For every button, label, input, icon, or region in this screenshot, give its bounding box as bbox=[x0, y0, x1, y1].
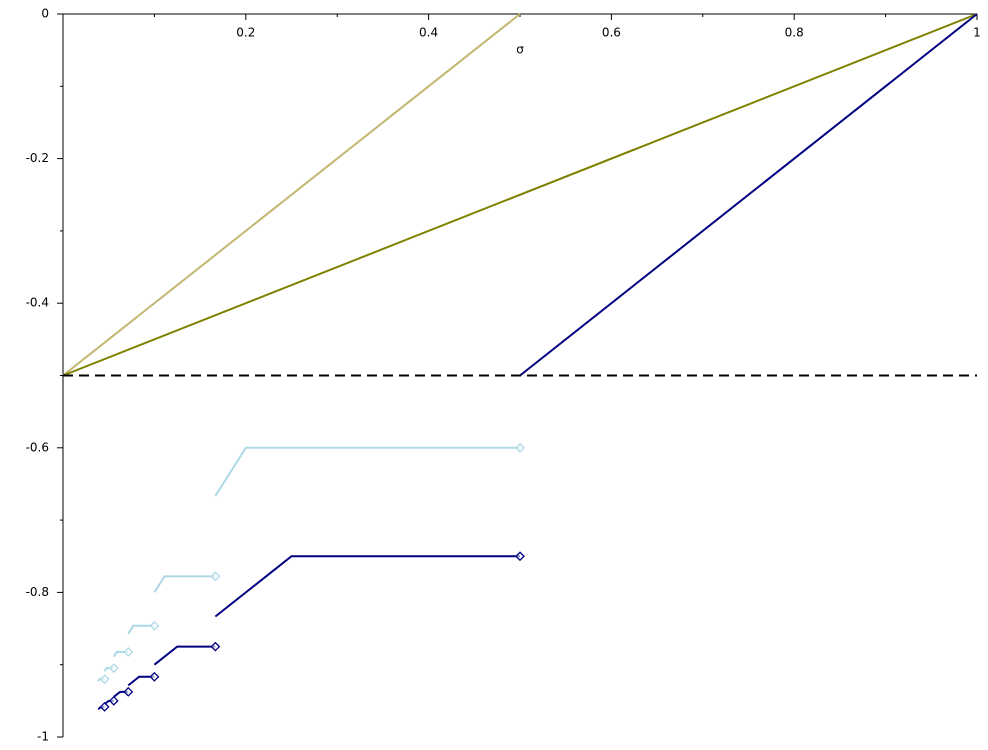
y-tick-label: -0.8 bbox=[26, 585, 49, 599]
point-marker bbox=[515, 442, 525, 453]
x-tick-label: 0.6 bbox=[602, 26, 621, 40]
x-tick-label: 0.4 bbox=[419, 26, 438, 40]
y-tick-label: -0.4 bbox=[26, 296, 49, 310]
point-marker bbox=[515, 551, 525, 562]
point-marker bbox=[149, 671, 160, 682]
x-tick-label: 0.8 bbox=[785, 26, 804, 40]
point-marker bbox=[210, 641, 221, 652]
y-tick-label: -0.2 bbox=[26, 151, 49, 165]
point-marker bbox=[108, 695, 119, 706]
series-line bbox=[62, 13, 978, 377]
y-tick-label: -1 bbox=[37, 730, 49, 744]
point-marker bbox=[99, 674, 110, 685]
x-axis-label: σ bbox=[516, 43, 524, 57]
x-tick-label: 0.2 bbox=[236, 26, 255, 40]
x-tick-label: 1 bbox=[973, 26, 981, 40]
series-line bbox=[97, 446, 520, 682]
series-line bbox=[519, 13, 978, 377]
point-marker bbox=[99, 701, 110, 712]
y-tick-label: 0 bbox=[41, 7, 49, 21]
series-line bbox=[62, 13, 521, 377]
point-marker bbox=[123, 647, 134, 657]
point-marker bbox=[149, 620, 160, 631]
series-line bbox=[97, 555, 520, 710]
point-marker bbox=[108, 663, 119, 674]
point-marker bbox=[210, 571, 221, 582]
y-tick-label: -0.6 bbox=[26, 440, 49, 454]
point-marker bbox=[123, 686, 134, 697]
